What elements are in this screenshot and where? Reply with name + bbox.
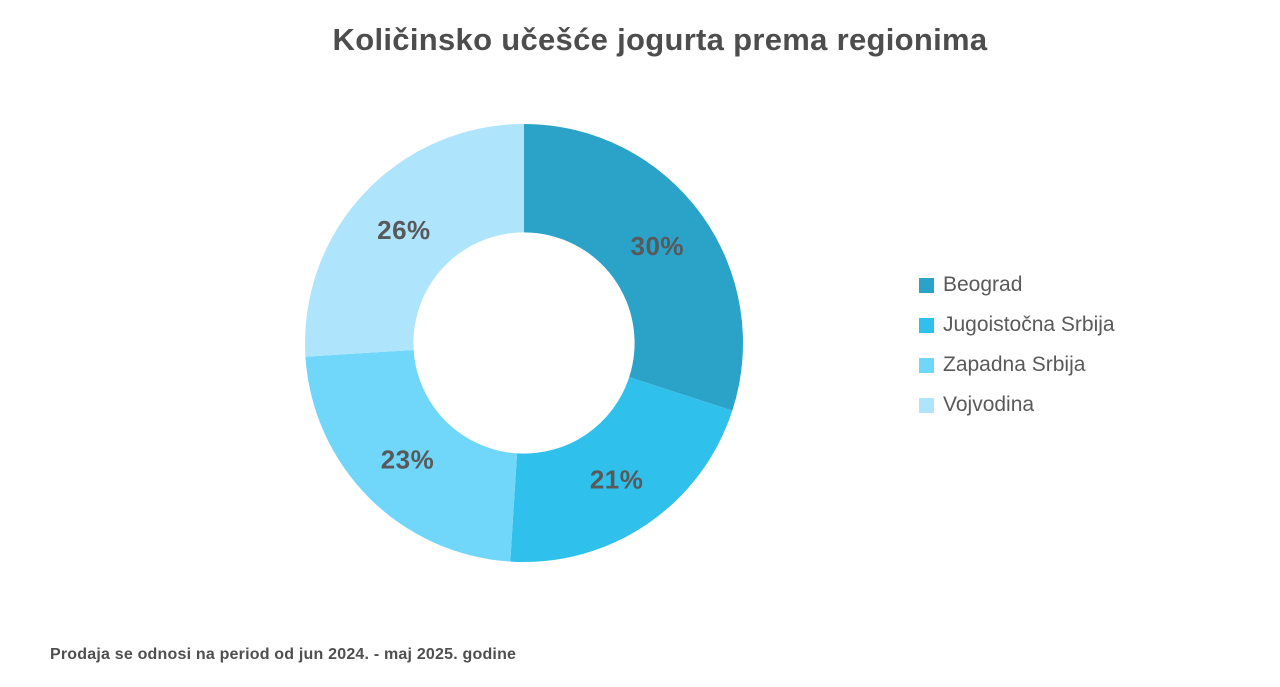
legend-item-beograd: Beograd <box>919 265 1115 305</box>
legend-item-vojvodina: Vojvodina <box>919 385 1115 425</box>
legend-swatch-icon <box>919 357 934 373</box>
legend-swatch-icon <box>919 317 934 333</box>
pie-slice-zapadna-srbija <box>305 349 518 562</box>
pie-slice-vojvodina <box>304 124 524 357</box>
legend-item-jugoistocna-srbija: Jugoistočna Srbija <box>919 305 1115 345</box>
pie-slice-beograd <box>524 124 743 411</box>
chart-title: Količinsko učešće jogurta prema regionim… <box>332 22 988 57</box>
legend-label: Zapadna Srbija <box>943 353 1086 376</box>
legend-label: Beograd <box>943 273 1023 296</box>
donut-chart: 30% 21% 23% 26% <box>304 124 743 563</box>
legend-label: Vojvodina <box>943 393 1035 416</box>
footnote: Prodaja se odnosi na period od jun 2024.… <box>50 646 517 663</box>
slice-value-label-jugoisto-na-srbija: 21% <box>590 464 644 494</box>
legend-label: Jugoistočna Srbija <box>943 313 1115 336</box>
legend-item-zapadna-srbija: Zapadna Srbija <box>919 345 1115 385</box>
pie-slice-jugoisto-na-srbija <box>510 377 733 563</box>
slice-value-label-beograd: 30% <box>631 231 685 261</box>
legend: Beograd Jugoistočna Srbija Zapadna Srbij… <box>919 265 1115 425</box>
slice-value-label-zapadna-srbija: 23% <box>381 445 435 475</box>
legend-swatch-icon <box>919 397 934 413</box>
legend-swatch-icon <box>919 277 934 293</box>
slice-value-label-vojvodina: 26% <box>377 215 431 245</box>
